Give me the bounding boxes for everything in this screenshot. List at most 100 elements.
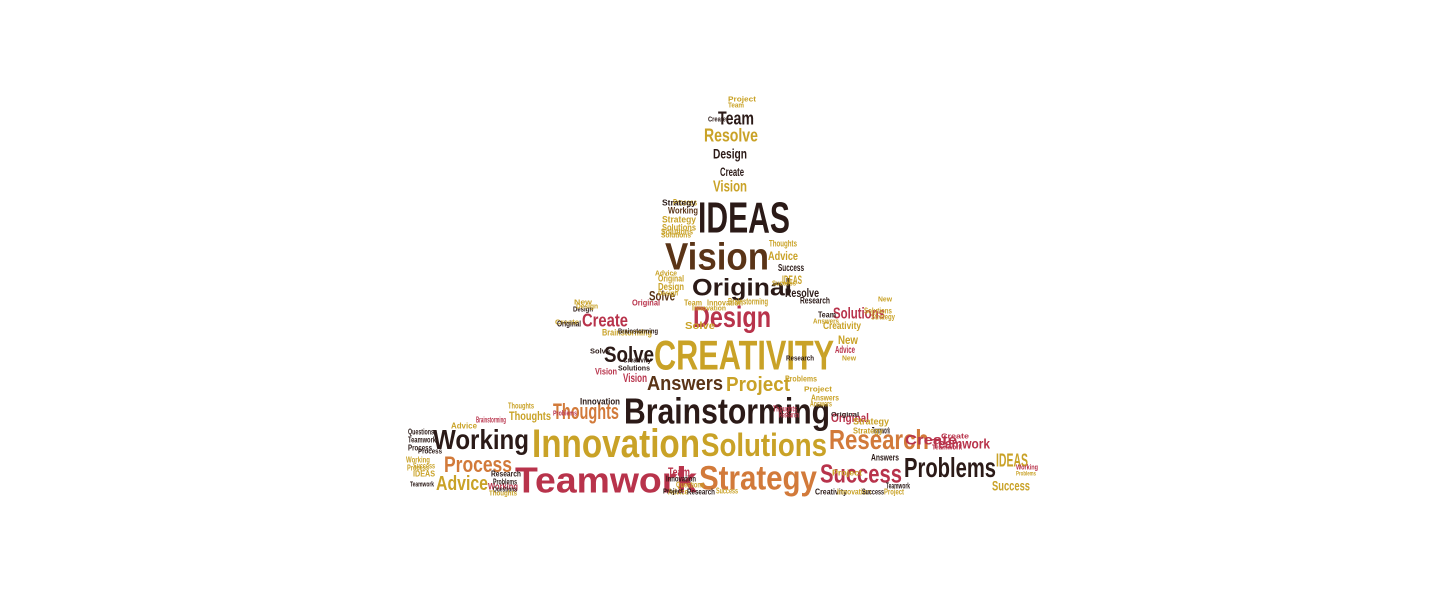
word-innovation-33: Innovation — [580, 397, 620, 407]
word-new-109: New — [878, 295, 892, 304]
word-thoughts-123: Thoughts — [489, 489, 517, 498]
word-original-46: Original — [632, 298, 661, 308]
word-design-92: Design — [576, 302, 599, 311]
word-solutions-43: Solutions — [662, 223, 696, 233]
word-solutions-27: Solutions — [833, 304, 885, 323]
word-problems-75: Problems — [553, 409, 578, 418]
word-advice-105: Advice — [451, 421, 477, 431]
word-project-6: Project — [726, 373, 791, 396]
word-problems-115: Problems — [1016, 471, 1036, 478]
word-original-127: Original — [831, 412, 860, 419]
word-original-102: Original — [557, 319, 581, 329]
word-brainstorming-29: Brainstorming — [602, 328, 653, 338]
word-project-122: Project — [663, 487, 683, 496]
word-original-55: Original — [658, 274, 685, 284]
word-research-82: Research — [779, 410, 800, 420]
word-success-114: Success — [716, 486, 738, 496]
word-strategy-97: Strategy — [662, 198, 697, 208]
word-innovation-72: Innovation — [666, 474, 697, 484]
word-resolve-20: Resolve — [704, 126, 758, 146]
word-vision-77: Vision — [623, 371, 648, 385]
word-solutions-110: Solutions — [864, 306, 892, 316]
word-team-112: Team — [728, 101, 744, 110]
word-project-117: Project — [728, 95, 757, 104]
word-success-32: Success — [992, 479, 1030, 495]
word-process-16: Process — [444, 453, 512, 478]
word-brainstorming-7: Brainstorming — [624, 390, 831, 432]
word-thoughts-18: Thoughts — [553, 400, 619, 425]
word-brainstorming-61: Brainstorming — [476, 415, 506, 425]
word-advice-17: Advice — [436, 472, 488, 495]
word-strategy-54: Strategy — [853, 417, 890, 427]
word-research-10: Research — [829, 424, 929, 456]
word-ideas-0: IDEAS — [698, 193, 791, 243]
word-problems-14: Problems — [904, 452, 997, 484]
word-answers-5: Answers — [647, 372, 723, 395]
word-success-62: Success — [413, 461, 435, 471]
word-creativity-65: Creativity — [815, 487, 847, 497]
word-answers-53: Answers — [871, 453, 899, 463]
word-team-52: Team — [818, 310, 837, 320]
word-working-118: Working — [1016, 463, 1039, 472]
word-thoughts-81: Thoughts — [773, 404, 798, 414]
word-teamwork-128: Teamwork — [410, 480, 434, 489]
word-team-19: Team — [718, 109, 755, 129]
word-project-68: Project — [884, 487, 905, 497]
word-solve-26: Solve — [604, 343, 655, 368]
word-answers-84: Answers — [811, 393, 839, 403]
word-create-51: Create — [905, 433, 958, 449]
word-create-96: Create — [555, 318, 580, 327]
word-process-101: Process — [407, 463, 429, 473]
word-original-2: Original — [692, 274, 793, 302]
word-success-106: Success — [772, 279, 796, 288]
word-creativity-48: Creativity — [823, 321, 861, 332]
word-answers-116: Answers — [813, 317, 840, 326]
word-new-39: New — [838, 333, 859, 347]
word-create-24: Create — [582, 311, 628, 331]
word-creativity-79: Creativity — [623, 356, 652, 365]
word-creativity-4: CREATIVITY — [654, 331, 835, 379]
word-ideas-31: IDEAS — [996, 451, 1028, 471]
word-solutions-78: Solutions — [618, 364, 650, 373]
word-brainstorming-99: Brainstorming — [618, 327, 659, 336]
word-research-119: Research — [491, 469, 522, 479]
word-innovation-90: Innovation — [707, 298, 743, 308]
word-vision-1: Vision — [665, 235, 770, 279]
word-problems-83: Problems — [785, 374, 817, 384]
word-advice-124: Advice — [655, 269, 678, 278]
word-strategy-42: Strategy — [662, 215, 696, 225]
word-design-47: Design — [658, 282, 685, 293]
word-research-129: Research — [786, 354, 814, 363]
word-create-22: Create — [720, 165, 745, 179]
word-answers-80: Answers — [810, 399, 832, 409]
word-innovation-66: Innovation — [837, 487, 871, 497]
word-team-57: Team — [668, 465, 691, 479]
word-solutions-98: Solutions — [661, 231, 692, 240]
word-create-87: Create — [941, 432, 970, 441]
word-solutions-9: Solutions — [701, 427, 828, 464]
word-working-15: Working — [433, 424, 530, 456]
word-advice-36: Advice — [768, 249, 799, 263]
word-design-3: Design — [693, 301, 772, 335]
word-solve-95: Solve — [590, 347, 610, 356]
word-teamwork-30: Teamwork — [932, 437, 991, 453]
word-teamwork-74: Teamwork — [872, 426, 891, 436]
word-solve-25: Solve — [649, 289, 676, 305]
word-teamwork-107: Teamwork — [932, 443, 963, 452]
word-strategy-86: Strategy — [853, 426, 883, 436]
word-thoughts-104: Thoughts — [508, 401, 535, 411]
word-design-21: Design — [713, 147, 748, 163]
word-process-120: Process — [418, 447, 443, 456]
word-questions-121: Questions — [493, 485, 518, 494]
word-strategy-12: Strategy — [699, 460, 817, 498]
word-problems-76: Problems — [493, 477, 517, 487]
word-vision-23: Vision — [713, 177, 748, 196]
word-ideas-63: IDEAS — [413, 469, 436, 479]
word-brainstorming-50: Brainstorming — [728, 297, 769, 307]
word-resolve-35: Resolve — [785, 286, 820, 300]
word-thoughts-45: Thoughts — [769, 239, 798, 249]
word-success-13: Success — [820, 460, 903, 489]
word-thoughts-34: Thoughts — [509, 409, 551, 423]
word-success-67: Success — [862, 487, 884, 497]
